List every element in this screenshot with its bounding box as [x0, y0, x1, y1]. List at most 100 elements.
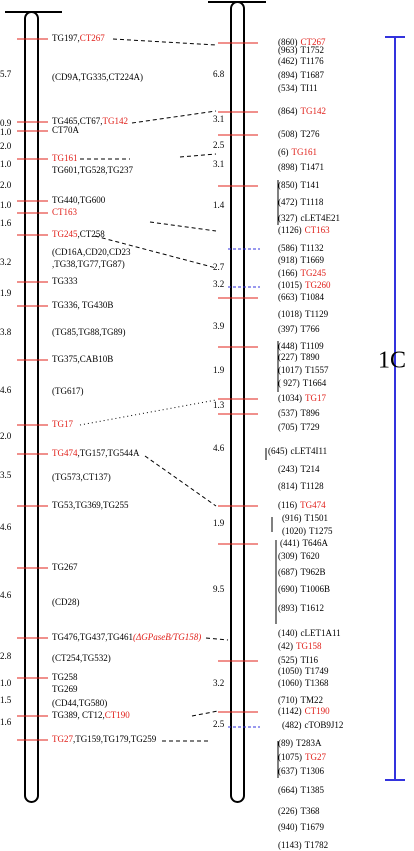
marker-label: (1015) TG260	[278, 280, 331, 290]
connectors	[79, 38, 229, 742]
marker-id: (705)	[278, 422, 298, 432]
marker-part: ,CT258	[78, 229, 106, 239]
marker-label: (CD16A,CD20,CD23	[52, 247, 131, 257]
marker-id: (850)	[278, 180, 298, 190]
marker-name: T1752	[301, 45, 325, 55]
distance: 6.8	[213, 69, 225, 79]
marker-part: ,TG38,TG77,TG87)	[52, 259, 125, 269]
marker-name: T1612	[301, 603, 325, 613]
marker-part: (CD9A,TG335,CT224A)	[52, 72, 143, 82]
marker-name: T1782	[305, 840, 329, 850]
marker-id: (397)	[278, 324, 298, 334]
marker-label: (448) T1109	[278, 341, 324, 351]
distance: 1.6	[0, 218, 12, 228]
marker-id: (1143)	[278, 840, 302, 850]
marker-label: (814) T1128	[278, 481, 324, 491]
marker-label: (227) T890	[278, 352, 320, 362]
distance: 4.6	[0, 385, 12, 395]
marker-name: T1368	[305, 678, 329, 688]
marker-label: (243) T214	[278, 464, 320, 474]
marker-id: (327)	[278, 213, 298, 223]
distance: 3.2	[0, 257, 11, 267]
marker-id: (894)	[278, 70, 298, 80]
distance: 2.0	[0, 180, 12, 190]
distance: 3.5	[0, 470, 12, 480]
marker-part: CT267	[80, 33, 106, 43]
marker-label: (CD9A,TG335,CT224A)	[52, 72, 143, 82]
distance: 2.5	[213, 140, 225, 150]
marker-id: (441)	[280, 538, 300, 548]
marker-label: (CD28)	[52, 597, 80, 607]
marker-name: T276	[301, 129, 320, 139]
marker-name: T890	[301, 352, 320, 362]
distance: 4.6	[0, 522, 12, 532]
marker-name: T1132	[301, 243, 324, 253]
marker-part: TG375,CAB10B	[52, 354, 113, 364]
marker-id: (227)	[278, 352, 298, 362]
marker-name: cLET4E21	[301, 213, 341, 223]
marker-label: TG161	[52, 153, 78, 163]
marker-id: (42)	[278, 641, 293, 651]
marker-id: (116)	[278, 500, 297, 510]
connector	[191, 710, 219, 717]
connector	[205, 637, 229, 641]
marker-part: TG27	[52, 734, 73, 744]
marker-part: TG245	[52, 229, 78, 239]
right-chromosome	[230, 1, 245, 803]
marker-id: (537)	[278, 408, 298, 418]
distance: 3.8	[0, 327, 12, 337]
marker-id: (1060)	[278, 678, 302, 688]
connector	[144, 455, 217, 507]
distance: 5.7	[0, 69, 12, 79]
marker-label: CT163	[52, 207, 78, 217]
distance: 4.6	[213, 443, 225, 453]
marker-id: (166)	[278, 268, 298, 278]
marker-label: ,TG38,TG77,TG87)	[52, 259, 125, 269]
marker-label: (705) T729	[278, 422, 320, 432]
marker-name: TM22	[301, 695, 324, 705]
marker-name: T1679	[301, 822, 325, 832]
marker-name: TG27	[305, 752, 326, 762]
marker-name: cTOB9J12	[305, 720, 344, 730]
distance: 3.1	[213, 114, 224, 124]
distance: 2.0	[0, 141, 12, 151]
marker-label: (893) T1612	[278, 603, 324, 613]
marker-label: TG474,TG157,TG544A	[52, 448, 140, 458]
marker-label: (441) T646A	[280, 538, 328, 548]
marker-name: TG17	[305, 393, 326, 403]
marker-name: TI11	[301, 83, 318, 93]
marker-label: TG53,TG369,TG255	[52, 500, 129, 510]
distance: 2.7	[213, 262, 225, 272]
right-groups	[265, 180, 279, 778]
marker-label: (89) T283A	[278, 738, 322, 748]
marker-part: CT190	[105, 710, 131, 720]
marker-id: (309)	[278, 551, 298, 561]
marker-id: (1075)	[278, 752, 302, 762]
connector	[131, 110, 217, 124]
marker-part: TG336, TG430B	[52, 300, 113, 310]
marker-id: (1015)	[278, 280, 302, 290]
marker-part: CT70A	[52, 125, 80, 135]
marker-part: (ΔGPaseB/TG158)	[133, 632, 201, 642]
marker-id: (893)	[278, 603, 298, 613]
marker-label: (140) cLET1A11	[278, 628, 341, 638]
marker-name: T962B	[301, 567, 326, 577]
marker-id: (89)	[278, 738, 293, 748]
marker-id: (140)	[278, 628, 298, 638]
marker-label: (586) T1132	[278, 243, 324, 253]
marker-name: T1176	[301, 56, 325, 66]
marker-label: TG269	[52, 684, 78, 694]
marker-label: TG601,TG528,TG237	[52, 165, 133, 175]
distance: 3.2	[213, 678, 224, 688]
marker-id: (586)	[278, 243, 298, 253]
marker-id: (637)	[278, 766, 298, 776]
distance: 2.8	[0, 651, 12, 661]
marker-name: T1129	[305, 309, 329, 319]
distance: 2.0	[0, 431, 12, 441]
marker-part: TG440,TG600	[52, 195, 106, 205]
marker-label: CT70A	[52, 125, 80, 135]
marker-name: T283A	[296, 738, 322, 748]
marker-label: (1034) TG17	[278, 393, 326, 403]
marker-name: T1687	[301, 70, 325, 80]
distance: 1.3	[213, 400, 225, 410]
